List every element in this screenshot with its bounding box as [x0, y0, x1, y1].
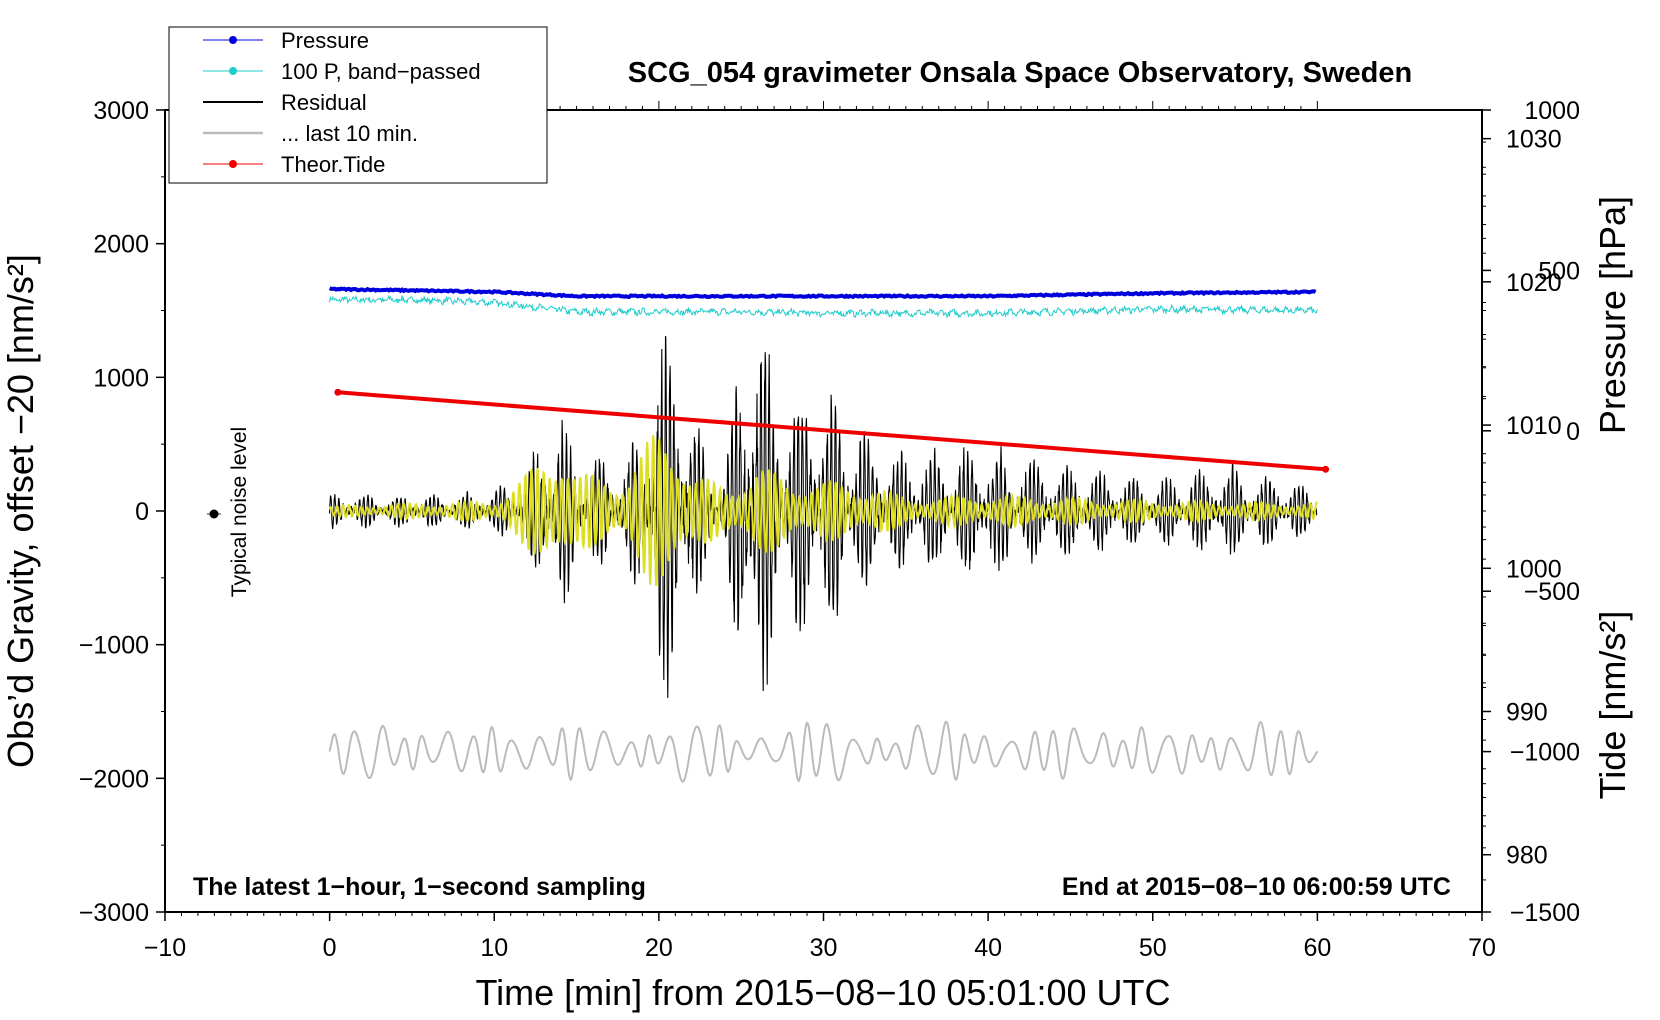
legend-marker — [229, 36, 237, 44]
noise-point — [209, 509, 219, 519]
x-tick-label: 30 — [810, 934, 838, 962]
legend-label: 100 P, band−passed — [281, 59, 481, 84]
pressure-axis-title: Pressure [hPa] — [1592, 196, 1633, 434]
legend-box — [168, 26, 548, 184]
y-tick-label-left: 3000 — [93, 97, 149, 125]
pressure-tick-label: 1000 — [1506, 555, 1562, 583]
pressure-tick-label: 1010 — [1506, 412, 1562, 440]
tide-end-point — [1322, 465, 1330, 473]
series-pressure-bandpassed — [329, 294, 1318, 319]
y-tick-label-left: −2000 — [79, 765, 149, 793]
pressure-tick-label: 1020 — [1506, 269, 1562, 297]
y-tick-label-left: −1000 — [79, 632, 149, 660]
noise-label: Typical noise level — [228, 427, 251, 597]
legend-marker — [229, 160, 237, 168]
x-tick-label: 10 — [480, 934, 508, 962]
legend-marker — [229, 67, 237, 75]
y-tick-label-left: 0 — [135, 498, 149, 526]
y-tick-label-left: 1000 — [93, 364, 149, 392]
tide-start-point — [334, 388, 342, 396]
footer-right-note: End at 2015−08−10 06:00:59 UTC — [1062, 873, 1451, 901]
legend-label: Pressure — [281, 28, 369, 53]
y-tick-label-left: 2000 — [93, 231, 149, 259]
legend-label: ... last 10 min. — [281, 121, 418, 146]
legend-label: Residual — [281, 90, 367, 115]
tide-tick-label: −1000 — [1510, 739, 1580, 767]
x-axis-title: Time [min] from 2015−08−10 05:01:00 UTC — [475, 972, 1170, 1013]
series-pressure — [328, 286, 1317, 300]
tide-tick-label: −1500 — [1510, 899, 1580, 927]
x-tick-label: 40 — [974, 934, 1002, 962]
series-theor-tide — [337, 390, 1326, 472]
y-tick-label-left: −3000 — [79, 899, 149, 927]
footer-left-note: The latest 1−hour, 1−second sampling — [193, 873, 646, 901]
legend: Pressure 100 P, band−passed Residual ... la… — [168, 26, 548, 184]
tide-axis-title: Tide [nm/s²] — [1592, 611, 1633, 800]
series-residual-filtered — [328, 435, 1318, 587]
y-axis-title-left: Obs’d Gravity, offset −20 [nm/s²] — [0, 254, 41, 768]
tide-tick-label: 0 — [1566, 418, 1580, 446]
x-tick-label: 20 — [645, 934, 673, 962]
x-tick-label: 70 — [1468, 934, 1496, 962]
pressure-tick-label: 990 — [1506, 699, 1548, 727]
pressure-tick-label: 980 — [1506, 842, 1548, 870]
x-tick-label: 50 — [1139, 934, 1167, 962]
noise-marker: Typical noise level — [207, 427, 251, 597]
x-tick-label: 0 — [323, 934, 337, 962]
x-tick-label: 60 — [1303, 934, 1331, 962]
series-residual — [329, 335, 1318, 698]
legend-label: Theor.Tide — [281, 152, 385, 177]
x-tick-label: −10 — [144, 934, 186, 962]
pressure-tick-label: 1030 — [1506, 126, 1562, 154]
chart-title: SCG_054 gravimeter Onsala Space Observat… — [628, 57, 1412, 89]
tide-tick-label: −500 — [1524, 578, 1580, 606]
tide-tick-label: 500 — [1538, 257, 1580, 285]
series-last-10-min — [328, 720, 1319, 783]
tide-tick-label: 1000 — [1524, 97, 1580, 125]
